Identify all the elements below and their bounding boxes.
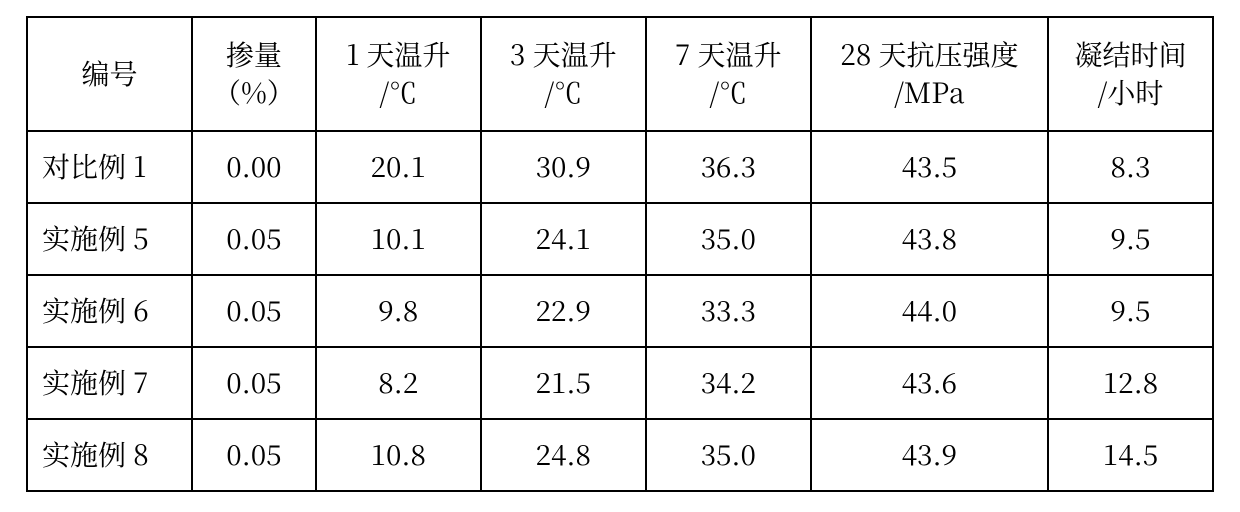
col-header-dosage-line2: （%） bbox=[193, 74, 315, 112]
cell-settime: 9.5 bbox=[1048, 203, 1213, 275]
cell-comp28d: 43.6 bbox=[811, 347, 1048, 419]
cell-dosage: 0.05 bbox=[192, 203, 316, 275]
cell-dosage: 0.05 bbox=[192, 419, 316, 491]
col-header-temp7d: 7 天温升 /℃ bbox=[646, 17, 811, 131]
col-header-temp3d-line2: /℃ bbox=[482, 74, 645, 112]
col-header-dosage: 掺量 （%） bbox=[192, 17, 316, 131]
table-row: 对比例 1 0.00 20.1 30.9 36.3 43.5 8.3 bbox=[27, 131, 1213, 203]
cell-comp28d: 43.8 bbox=[811, 203, 1048, 275]
cell-temp1d: 9.8 bbox=[316, 275, 481, 347]
cell-comp28d: 43.5 bbox=[811, 131, 1048, 203]
cell-comp28d: 44.0 bbox=[811, 275, 1048, 347]
col-header-comp28d-line1: 28 天抗压强度 bbox=[812, 36, 1047, 74]
cell-temp3d: 21.5 bbox=[481, 347, 646, 419]
cell-id: 实施例 8 bbox=[27, 419, 192, 491]
cell-temp1d: 10.8 bbox=[316, 419, 481, 491]
cell-id: 实施例 5 bbox=[27, 203, 192, 275]
cell-temp1d: 10.1 bbox=[316, 203, 481, 275]
cell-dosage: 0.05 bbox=[192, 347, 316, 419]
col-header-settime-line2: /小时 bbox=[1049, 74, 1212, 112]
cell-settime: 12.8 bbox=[1048, 347, 1213, 419]
col-header-temp1d-line2: /℃ bbox=[317, 74, 480, 112]
col-header-temp7d-line2: /℃ bbox=[647, 74, 810, 112]
cell-id: 对比例 1 bbox=[27, 131, 192, 203]
col-header-comp28d-line2: /MPa bbox=[812, 74, 1047, 112]
table-row: 实施例 7 0.05 8.2 21.5 34.2 43.6 12.8 bbox=[27, 347, 1213, 419]
cell-temp7d: 35.0 bbox=[646, 203, 811, 275]
cell-temp7d: 36.3 bbox=[646, 131, 811, 203]
table-header-row: 编号 掺量 （%） 1 天温升 /℃ 3 天温升 /℃ 7 天温升 /℃ bbox=[27, 17, 1213, 131]
col-header-id: 编号 bbox=[27, 17, 192, 131]
col-header-temp3d: 3 天温升 /℃ bbox=[481, 17, 646, 131]
cell-dosage: 0.00 bbox=[192, 131, 316, 203]
table-row: 实施例 8 0.05 10.8 24.8 35.0 43.9 14.5 bbox=[27, 419, 1213, 491]
cell-temp1d: 8.2 bbox=[316, 347, 481, 419]
cell-temp3d: 24.8 bbox=[481, 419, 646, 491]
cell-temp7d: 34.2 bbox=[646, 347, 811, 419]
cell-temp3d: 24.1 bbox=[481, 203, 646, 275]
cell-dosage: 0.05 bbox=[192, 275, 316, 347]
cell-comp28d: 43.9 bbox=[811, 419, 1048, 491]
col-header-comp28d: 28 天抗压强度 /MPa bbox=[811, 17, 1048, 131]
cell-temp7d: 33.3 bbox=[646, 275, 811, 347]
col-header-id-line1: 编号 bbox=[28, 55, 191, 93]
col-header-settime-line1: 凝结时间 bbox=[1049, 36, 1212, 74]
col-header-temp3d-line1: 3 天温升 bbox=[482, 36, 645, 74]
data-table: 编号 掺量 （%） 1 天温升 /℃ 3 天温升 /℃ 7 天温升 /℃ bbox=[26, 16, 1214, 492]
cell-id: 实施例 6 bbox=[27, 275, 192, 347]
cell-temp7d: 35.0 bbox=[646, 419, 811, 491]
cell-temp3d: 30.9 bbox=[481, 131, 646, 203]
cell-settime: 8.3 bbox=[1048, 131, 1213, 203]
col-header-temp7d-line1: 7 天温升 bbox=[647, 36, 810, 74]
col-header-dosage-line1: 掺量 bbox=[193, 36, 315, 74]
cell-temp3d: 22.9 bbox=[481, 275, 646, 347]
table-row: 实施例 5 0.05 10.1 24.1 35.0 43.8 9.5 bbox=[27, 203, 1213, 275]
table-row: 实施例 6 0.05 9.8 22.9 33.3 44.0 9.5 bbox=[27, 275, 1213, 347]
cell-id: 实施例 7 bbox=[27, 347, 192, 419]
col-header-settime: 凝结时间 /小时 bbox=[1048, 17, 1213, 131]
cell-temp1d: 20.1 bbox=[316, 131, 481, 203]
col-header-temp1d-line1: 1 天温升 bbox=[317, 36, 480, 74]
cell-settime: 9.5 bbox=[1048, 275, 1213, 347]
col-header-temp1d: 1 天温升 /℃ bbox=[316, 17, 481, 131]
cell-settime: 14.5 bbox=[1048, 419, 1213, 491]
